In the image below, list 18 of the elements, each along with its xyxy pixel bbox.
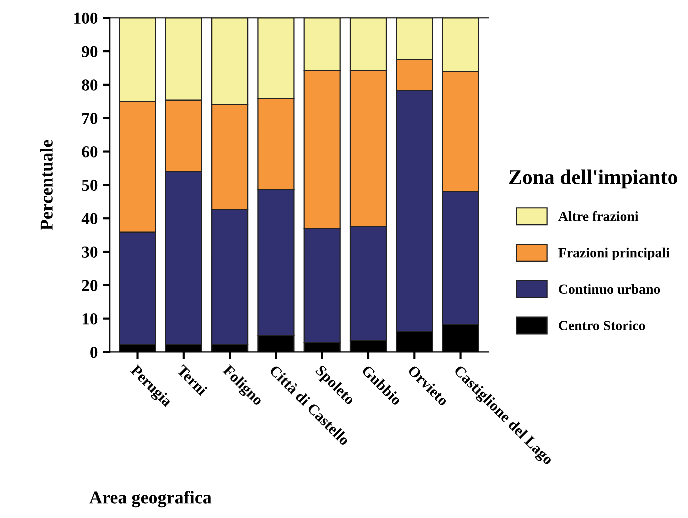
y-tick-label: 100 [74, 12, 98, 24]
y-tick-label: 80 [82, 80, 98, 91]
y-axis-title: Percentuale [40, 140, 53, 230]
legend-label: Frazioni principali [558, 248, 670, 261]
legend-label: Continuo urbano [559, 284, 660, 294]
y-tick-label: 50 [82, 180, 98, 192]
y-tick-label: 90 [82, 46, 98, 58]
x-axis-title: Area geografica [90, 490, 212, 508]
y-tick-label: 70 [82, 113, 98, 124]
y-tick-label: 0 [90, 346, 98, 358]
y-tick-label: 10 [82, 314, 98, 325]
legend-label: Centro Storico [559, 320, 646, 330]
y-tick-label: 20 [82, 280, 98, 292]
y-tick-label: 60 [82, 146, 98, 158]
y-tick-label: 40 [82, 213, 98, 225]
y-tick-label: 30 [82, 246, 98, 258]
legend-title: Zona dell'impianto [510, 170, 678, 189]
legend-label: Altre frazioni [558, 211, 639, 222]
